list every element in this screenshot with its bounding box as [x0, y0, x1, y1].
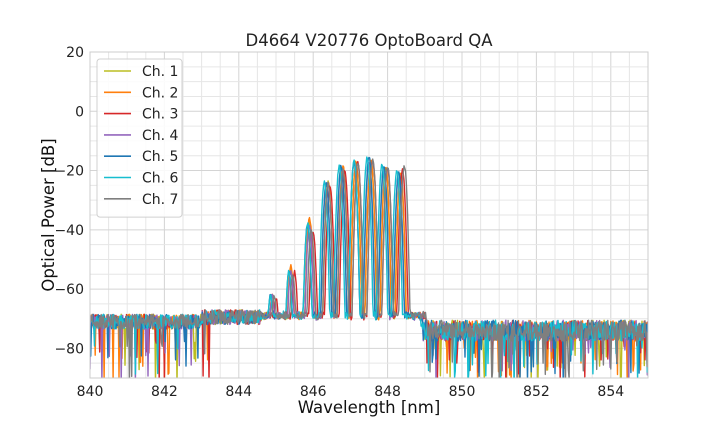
x-tick-labels: 840 842 844 846 848 850 852 854 [77, 384, 625, 400]
legend-label: Ch. 2 [142, 85, 178, 101]
y-tick-label: −80 [54, 341, 84, 357]
y-tick-label: −40 [54, 223, 84, 239]
x-axis-label: Wavelength [nm] [298, 398, 441, 417]
y-axis-label: Optical Power [dB] [39, 138, 58, 291]
legend-label: Ch. 7 [142, 192, 178, 208]
y-tick-label: −60 [54, 282, 84, 298]
y-tick-label: 20 [66, 45, 84, 61]
chart-title: D4664 V20776 OptoBoard QA [245, 31, 493, 50]
x-tick-label: 844 [225, 384, 252, 400]
legend-label: Ch. 5 [142, 149, 178, 165]
x-tick-label: 840 [77, 384, 104, 400]
plot-area [90, 156, 648, 378]
y-tick-label: 0 [75, 104, 84, 120]
y-tick-label: −20 [54, 164, 84, 180]
x-tick-label: 846 [300, 384, 327, 400]
legend-label: Ch. 6 [142, 171, 179, 187]
x-tick-label: 852 [523, 384, 550, 400]
legend-label: Ch. 4 [142, 128, 179, 144]
plot-frame [89, 51, 649, 379]
legend-label: Ch. 3 [142, 107, 178, 123]
x-tick-label: 854 [597, 384, 624, 400]
legend: Ch. 1 Ch. 2 Ch. 3 Ch. 4 Ch. 5 Ch. 6 Ch. 7 [96, 58, 183, 218]
legend-label: Ch. 1 [142, 64, 178, 80]
x-tick-label: 842 [151, 384, 178, 400]
x-tick-label: 848 [374, 384, 401, 400]
series-line-ch7 [90, 158, 648, 378]
x-tick-label: 850 [449, 384, 476, 400]
y-tick-labels: −80 −60 −40 −20 0 20 [54, 45, 84, 357]
